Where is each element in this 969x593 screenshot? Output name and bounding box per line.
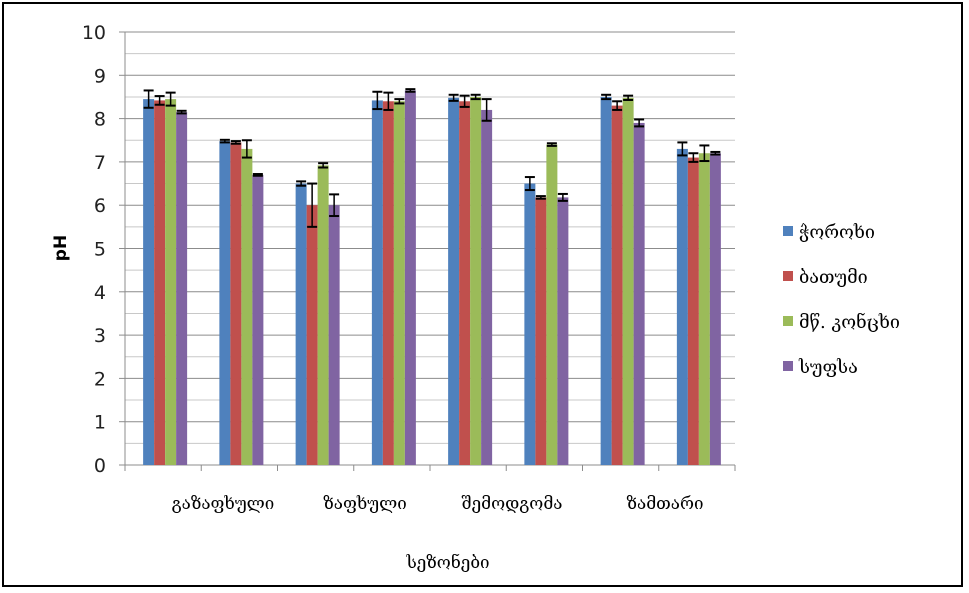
bar xyxy=(676,148,688,465)
legend-label: სუფსა xyxy=(798,357,858,378)
labels: pH სეზონები xyxy=(51,235,490,573)
legend-swatch xyxy=(783,316,793,326)
category-label: ზამთარი xyxy=(627,494,704,514)
legend-swatch xyxy=(783,226,793,236)
bar xyxy=(230,142,242,466)
legend-swatch xyxy=(783,271,793,281)
legend-label: მწ. კონცხი xyxy=(799,311,900,333)
y-tick-label: 2 xyxy=(94,368,106,390)
y-tick-label: 7 xyxy=(94,152,106,174)
bar xyxy=(143,99,155,466)
bar xyxy=(459,101,471,465)
bar xyxy=(698,153,710,466)
y-tick-label: 4 xyxy=(94,282,106,304)
bar xyxy=(546,144,558,465)
bar xyxy=(176,112,188,465)
bar xyxy=(154,100,166,465)
category-label: გაზაფხული xyxy=(172,494,275,514)
bar xyxy=(165,99,177,466)
legend-swatch xyxy=(783,361,793,371)
y-tick-label: 1 xyxy=(94,412,106,434)
category-labels: გაზაფხული ზაფხული შემოდგომა ზამთარი xyxy=(172,494,704,514)
bar xyxy=(317,165,329,465)
x-axis-label: სეზონები xyxy=(405,553,489,573)
bar xyxy=(371,100,383,465)
y-tick-label: 3 xyxy=(94,325,106,347)
legend-label: ჭოროხი xyxy=(799,222,875,243)
category-label: ზაფხული xyxy=(323,494,406,514)
bar xyxy=(524,183,536,466)
y-tick-label: 0 xyxy=(94,455,106,477)
bar xyxy=(709,153,721,466)
bar xyxy=(393,101,405,465)
bar xyxy=(448,97,460,465)
y-tick-label: 6 xyxy=(94,195,106,217)
y-tick-label: 10 xyxy=(82,22,106,44)
bar xyxy=(382,101,394,465)
bar xyxy=(404,90,416,465)
bar xyxy=(306,205,318,465)
bar xyxy=(687,157,699,465)
bar xyxy=(481,109,493,465)
category-label: შემოდგომა xyxy=(462,494,563,514)
bars xyxy=(143,90,721,466)
bar xyxy=(470,96,482,465)
legend-label: ბათუმი xyxy=(799,267,868,288)
bar xyxy=(295,183,307,466)
bar xyxy=(600,96,612,465)
bar xyxy=(219,141,231,465)
bar xyxy=(252,174,264,465)
y-tick-label: 5 xyxy=(94,239,106,261)
bar xyxy=(622,97,634,465)
bar xyxy=(535,197,547,465)
bar xyxy=(557,197,569,465)
y-tick-label: 9 xyxy=(94,65,106,87)
y-axis-label: pH xyxy=(51,235,71,261)
bar xyxy=(241,148,253,465)
bar xyxy=(611,105,623,466)
legend: ჭოროხი ბათუმი მწ. კონცხი სუფსა xyxy=(783,222,900,378)
error-bars xyxy=(143,88,721,228)
y-tick-label: 8 xyxy=(94,109,106,131)
bar xyxy=(633,122,645,466)
bar xyxy=(328,205,340,465)
